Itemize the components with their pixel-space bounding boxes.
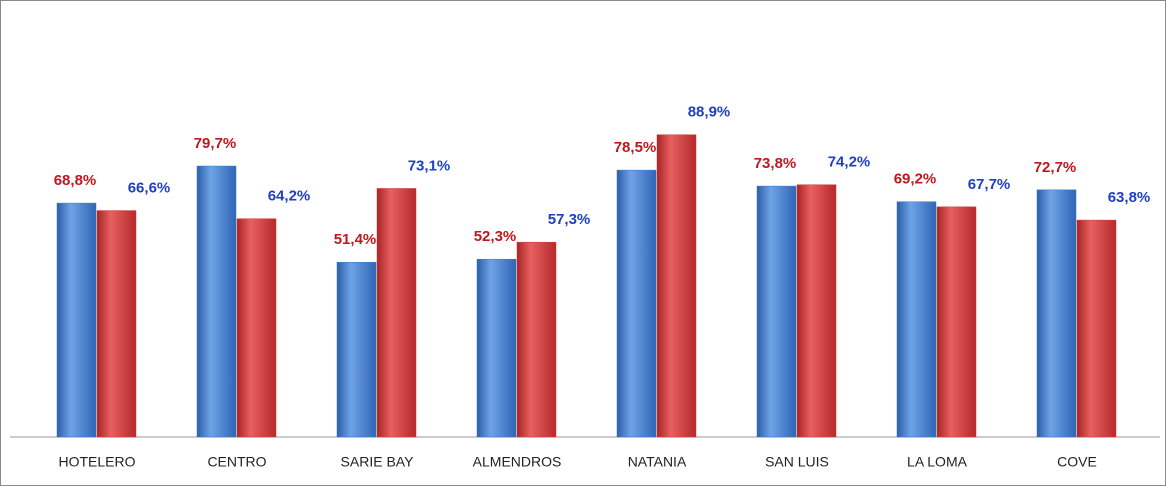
data-label: 64,2%: [268, 188, 311, 205]
x-tick-label: COVE: [1057, 454, 1097, 470]
bar: [196, 165, 237, 438]
data-label: 78,5%: [614, 139, 657, 156]
bar: [756, 185, 797, 438]
data-label: 57,3%: [548, 211, 591, 228]
x-tick-label: ALMENDROS: [473, 454, 562, 470]
x-tick-label: SAN LUIS: [765, 454, 829, 470]
bar: [56, 202, 97, 438]
bar: [1076, 219, 1117, 438]
bar: [896, 201, 937, 438]
bar: [476, 258, 517, 438]
bar: [376, 188, 417, 438]
data-label: 79,7%: [194, 135, 237, 152]
data-label: 63,8%: [1108, 189, 1151, 206]
data-label: 73,8%: [754, 155, 797, 172]
data-label: 67,7%: [968, 176, 1011, 193]
data-label: 74,2%: [828, 154, 871, 171]
data-label: 69,2%: [894, 171, 937, 188]
bar: [516, 241, 557, 438]
x-tick-label: SARIE BAY: [341, 454, 415, 470]
data-label: 68,8%: [54, 172, 97, 189]
bar: [1036, 189, 1077, 438]
data-label: 72,7%: [1034, 159, 1077, 176]
x-tick-label: HOTELERO: [58, 454, 135, 470]
bar: [616, 169, 657, 438]
data-label: 88,9%: [688, 104, 731, 121]
data-label: 66,6%: [128, 180, 171, 197]
bar: [96, 210, 137, 438]
bar: [236, 218, 277, 438]
bar: [796, 184, 837, 438]
bar: [656, 134, 697, 438]
bar: [336, 261, 377, 438]
data-label: 52,3%: [474, 228, 517, 245]
x-tick-label: NATANIA: [628, 454, 687, 470]
bar: [936, 206, 977, 438]
x-tick-label: CENTRO: [207, 454, 266, 470]
data-label: 51,4%: [334, 231, 377, 248]
x-tick-label: LA LOMA: [907, 454, 968, 470]
data-label: 73,1%: [408, 157, 451, 174]
